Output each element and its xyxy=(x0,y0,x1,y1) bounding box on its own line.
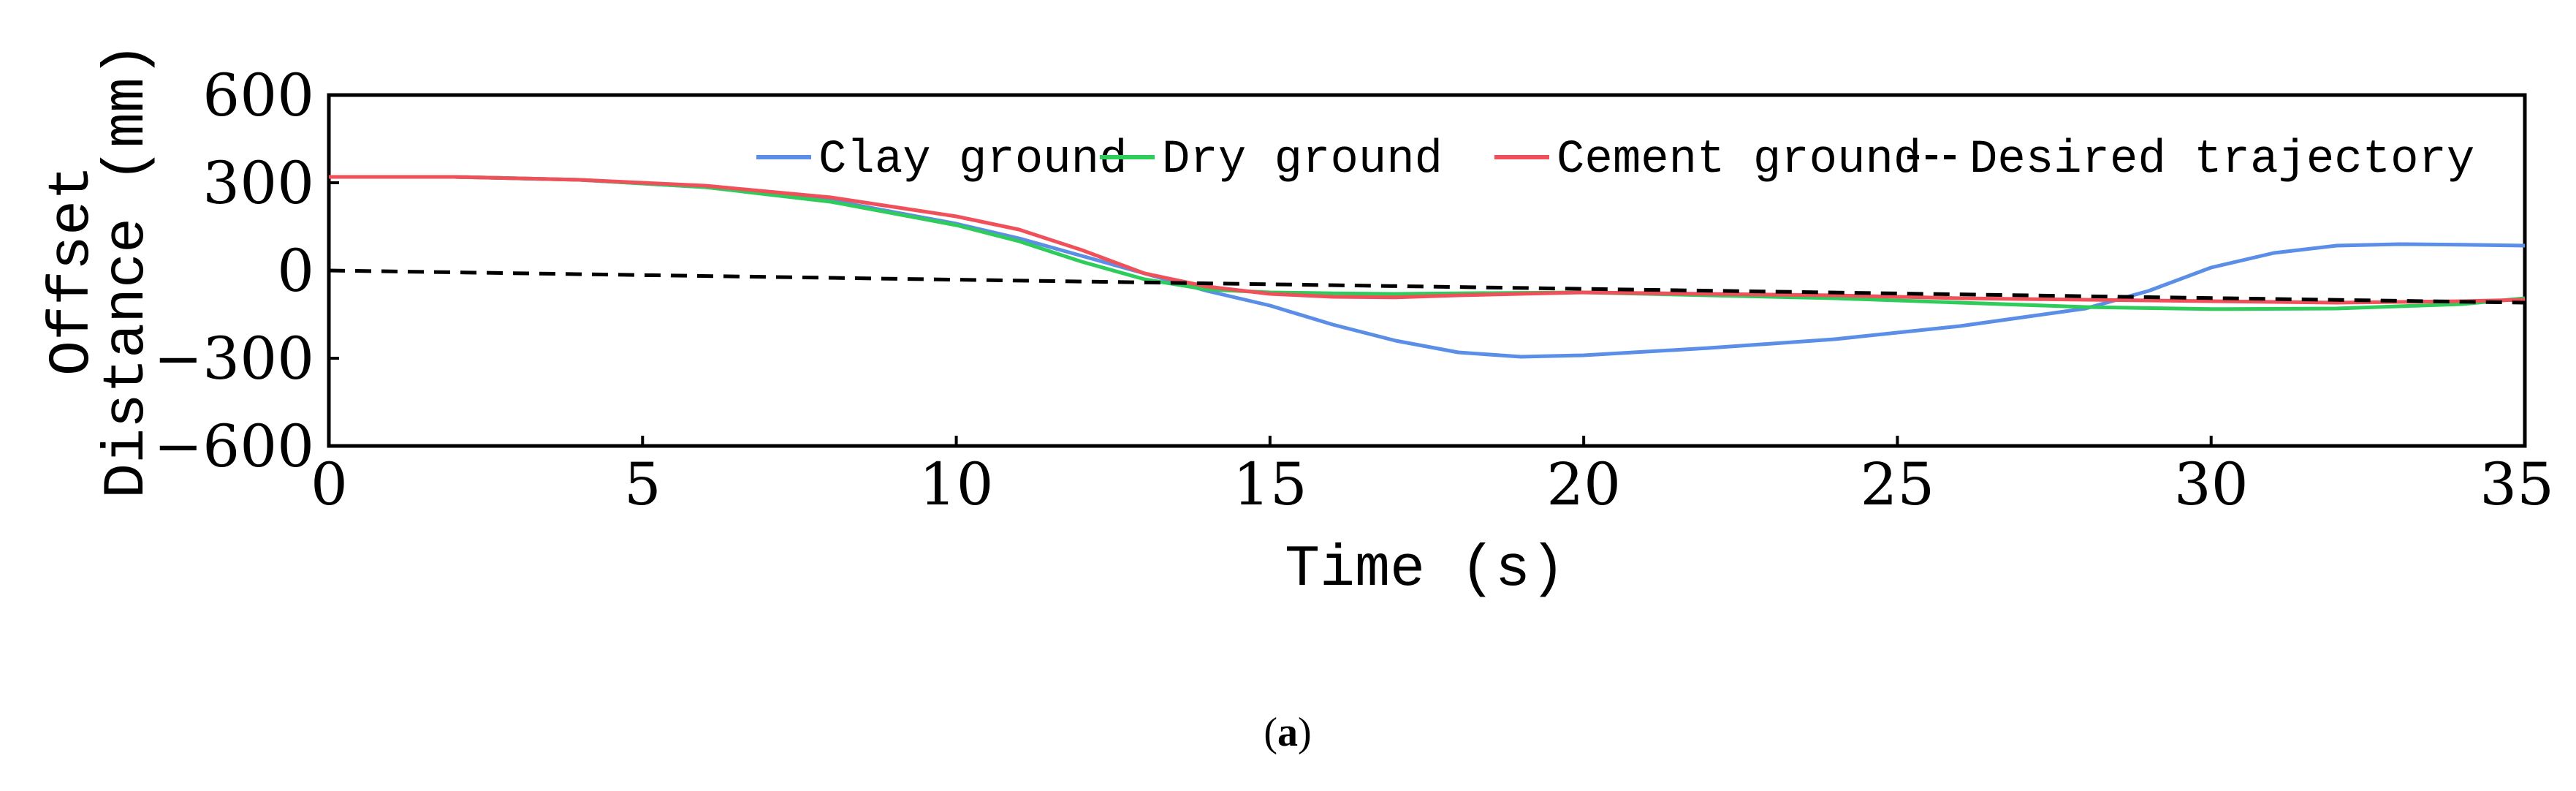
x-tick-label: 35 xyxy=(2480,450,2554,518)
legend-label: Cement ground xyxy=(1557,134,1921,186)
legend-label: Dry ground xyxy=(1162,134,1443,186)
caption-close-paren: ) xyxy=(1298,710,1312,755)
y-tick-label: 0 xyxy=(277,237,314,305)
x-tick-label: 5 xyxy=(624,450,661,518)
series-line-cement-ground xyxy=(329,175,2526,305)
y-axis-title-line-1: Offset xyxy=(39,165,106,376)
legend: Clay ground Dry ground Cement ground Desire… xyxy=(756,134,2474,186)
y-tick-label: 300 xyxy=(202,149,314,217)
x-tick-label: 15 xyxy=(1233,450,1307,518)
x-tick-label: 25 xyxy=(1861,450,1935,518)
y-tick-label: −600 xyxy=(153,412,314,480)
series-line-clay-ground xyxy=(329,175,2526,359)
y-axis-title-line-2: Distance (mm) xyxy=(94,42,161,499)
y-tick-label: −300 xyxy=(153,325,314,393)
axis-ticks: 0 5 10 15 20 25 30 35 600 300 0 −300 −600 xyxy=(153,61,2554,518)
legend-label: Clay ground xyxy=(818,134,1127,186)
caption-open-paren: ( xyxy=(1264,710,1277,755)
caption-letter: a xyxy=(1277,710,1298,755)
series-line-dry-ground xyxy=(329,175,2526,311)
series-line-desired-trajectory xyxy=(328,268,2526,305)
series-group xyxy=(328,175,2526,359)
y-tick-label: 600 xyxy=(202,61,314,129)
x-tick-label: 20 xyxy=(1546,450,1621,518)
x-tick-label: 10 xyxy=(919,450,994,518)
x-tick-label: 0 xyxy=(311,450,348,518)
legend-label: Desired trajectory xyxy=(1969,134,2474,186)
x-tick-label: 30 xyxy=(2174,450,2249,518)
x-axis-title: Time (s) xyxy=(1285,537,1565,603)
figure-caption: (a) xyxy=(1264,710,1311,755)
